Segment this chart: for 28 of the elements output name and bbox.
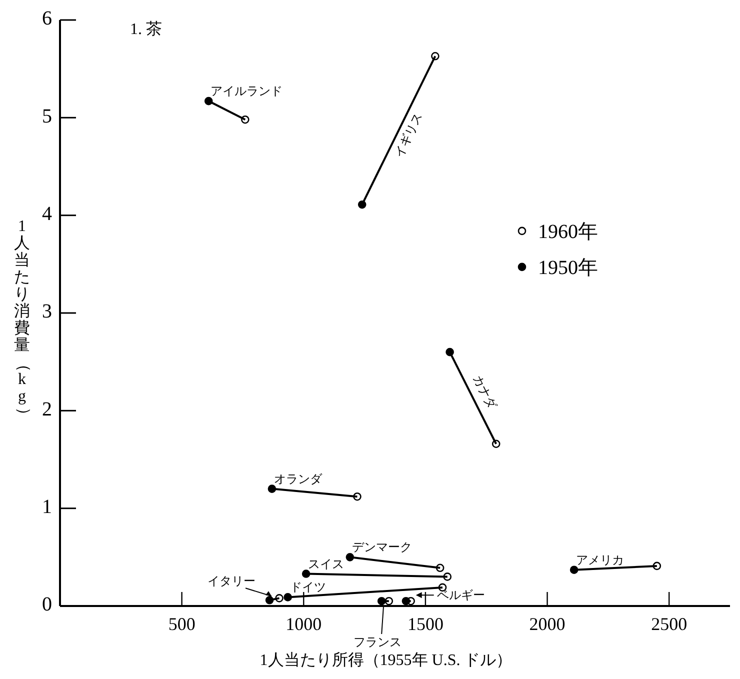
y-tick-label: 4 xyxy=(42,202,52,225)
series-label: オランダ xyxy=(274,472,323,486)
x-tick-label: 1500 xyxy=(407,614,444,634)
legend-label: ベルギー xyxy=(436,588,485,602)
y-tick-label: 2 xyxy=(42,398,52,420)
x-tick-label: 1000 xyxy=(286,614,322,634)
series-label: アイルランド xyxy=(210,84,283,98)
y-tick-label: 1 xyxy=(42,496,52,518)
series-label: デンマーク xyxy=(352,540,412,554)
legend-label: ドイツ xyxy=(290,580,326,594)
y-tick-label: 6 xyxy=(42,8,52,30)
series-label: アメリカ xyxy=(576,552,624,567)
text: イギリス xyxy=(391,110,426,160)
text: カナダ xyxy=(470,372,500,412)
y-tick-label: 5 xyxy=(42,105,52,128)
text: フランス xyxy=(354,635,402,649)
x-axis-title: 1人当たり所得（1955年 U.S. ドル） xyxy=(260,651,512,669)
y-tick-label: 0 xyxy=(42,594,52,616)
x-tick-label: 2000 xyxy=(529,614,566,634)
y-tick-label: 3 xyxy=(42,300,52,323)
series-label: イタリー xyxy=(208,574,256,588)
x-tick-label: 500 xyxy=(168,614,196,634)
series-label: スイス xyxy=(308,556,344,571)
legend-label: 1960年 xyxy=(538,220,598,243)
legend-label: 1950年 xyxy=(538,256,598,279)
text: 1人当たり消費量（kg） xyxy=(14,218,32,423)
x-tick-label: 2500 xyxy=(651,614,688,634)
chart-title: 1. 茶 xyxy=(130,20,162,38)
